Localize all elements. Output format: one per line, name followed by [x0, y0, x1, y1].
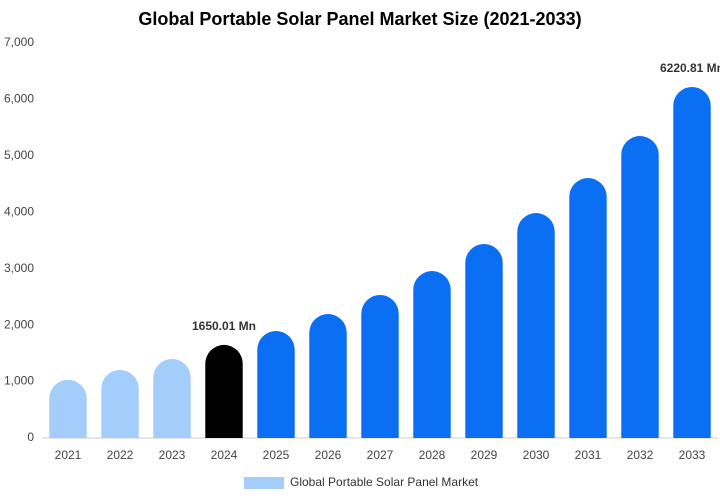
x-tick-label: 2028: [419, 448, 446, 462]
y-tick-label: 6,000: [4, 92, 34, 106]
bar: [49, 379, 87, 438]
x-tick-label: 2025: [263, 448, 290, 462]
data-label: 1650.01 Mn: [192, 319, 256, 333]
x-tick-label: 2027: [367, 448, 394, 462]
bar: [673, 86, 711, 439]
x-tick-label: 2026: [315, 448, 342, 462]
y-tick-label: 4,000: [4, 204, 34, 218]
legend-swatch: [244, 477, 284, 489]
y-tick-label: 1,000: [4, 374, 34, 388]
x-tick-label: 2033: [679, 448, 706, 462]
legend-label: Global Portable Solar Panel Market: [290, 475, 479, 489]
x-tick-label: 2021: [55, 448, 82, 462]
bar: [413, 271, 451, 438]
data-label: 6220.81 Mn: [660, 61, 720, 75]
bar: [465, 243, 503, 438]
x-tick-label: 2022: [107, 448, 134, 462]
x-tick-label: 2023: [159, 448, 186, 462]
x-tick-label: 2032: [627, 448, 654, 462]
bar: [517, 213, 555, 438]
x-tick-label: 2024: [211, 448, 238, 462]
y-tick-label: 3,000: [4, 261, 34, 275]
y-tick-label: 5,000: [4, 148, 34, 162]
y-tick-label: 2,000: [4, 317, 34, 331]
x-tick-label: 2029: [471, 448, 498, 462]
bar: [257, 331, 295, 438]
bar: [569, 178, 607, 438]
bar: [621, 136, 659, 438]
x-tick-label: 2030: [523, 448, 550, 462]
chart-title: Global Portable Solar Panel Market Size …: [138, 9, 581, 29]
bar: [101, 370, 139, 438]
x-tick-label: 2031: [575, 448, 602, 462]
bar: [153, 359, 191, 438]
bar: [205, 344, 243, 438]
y-tick-label: 7,000: [4, 35, 34, 49]
bar: [361, 295, 399, 438]
bar: [309, 314, 347, 438]
y-tick-label: 0: [27, 430, 34, 444]
